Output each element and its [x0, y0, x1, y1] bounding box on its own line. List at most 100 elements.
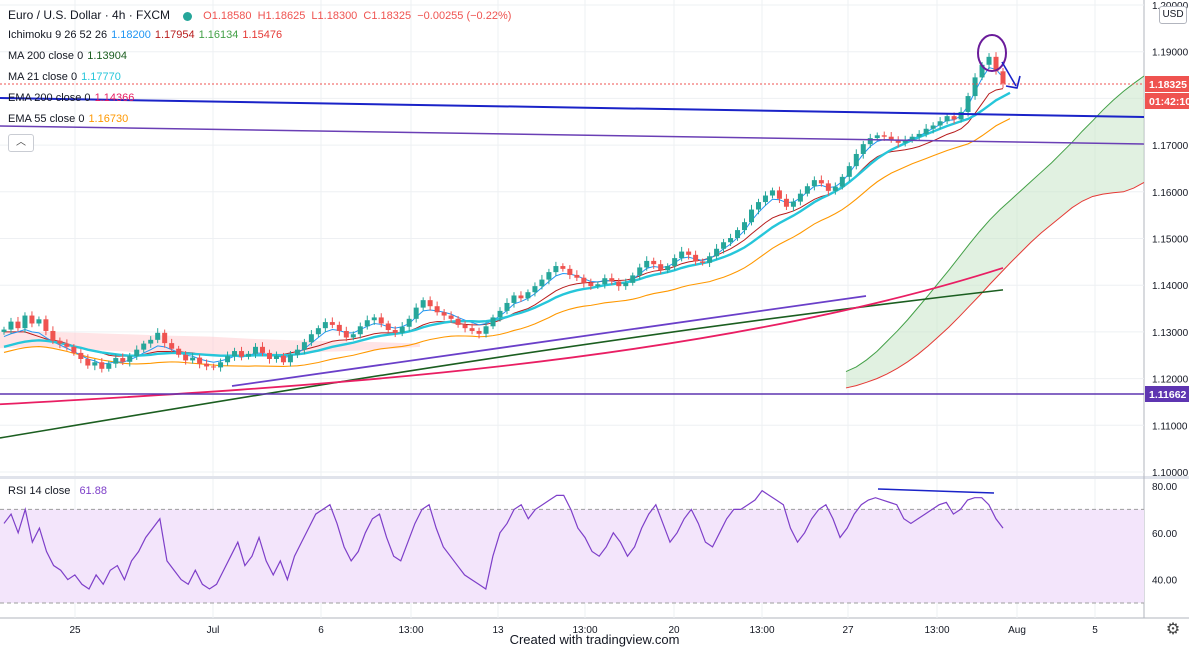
- candle: [148, 336, 154, 348]
- indicator-value: 1.18200: [111, 29, 151, 41]
- time-axis: 25 Jul 6 13:00 13 13:00 20 13:00 27 13:00 Aug 5: [69, 625, 1098, 636]
- candle: [574, 270, 580, 281]
- time-tick-label: 13:00: [398, 625, 423, 636]
- candle-body: [532, 286, 538, 293]
- candle-body: [287, 354, 293, 363]
- rsi-band: [0, 509, 1144, 603]
- indicator-row[interactable]: EMA 55 close 0 1.16730: [8, 113, 128, 125]
- candle: [434, 301, 440, 316]
- candle: [958, 107, 964, 123]
- indicator-row[interactable]: MA 200 close 0 1.13904: [8, 50, 127, 62]
- candle: [1000, 68, 1006, 89]
- indicator-row[interactable]: EMA 200 close 0 1.14366: [8, 92, 134, 104]
- candle: [797, 189, 803, 206]
- candle-body: [714, 248, 720, 257]
- candle: [930, 122, 936, 134]
- candle-body: [273, 355, 279, 359]
- candle-body: [225, 356, 231, 363]
- candle: [937, 117, 943, 130]
- candle-body: [420, 300, 426, 308]
- candle-body: [686, 251, 692, 255]
- candle-body: [553, 266, 559, 273]
- candle: [714, 244, 720, 260]
- candle: [749, 204, 755, 226]
- candle: [742, 218, 748, 235]
- candle: [92, 358, 98, 371]
- time-tick-label: 20: [668, 625, 680, 636]
- candle: [211, 363, 217, 371]
- candle: [532, 282, 538, 297]
- candle-body: [888, 136, 894, 140]
- rsi-label: RSI 14 close: [8, 485, 71, 497]
- candle: [8, 317, 14, 334]
- candle: [525, 289, 531, 302]
- indicator-row[interactable]: MA 21 close 0 1.17770: [8, 71, 121, 83]
- collapse-legend-button[interactable]: ︿: [8, 134, 34, 152]
- candle: [280, 352, 286, 366]
- candle-body: [448, 315, 454, 319]
- candle-body: [57, 340, 63, 344]
- candle: [769, 187, 775, 199]
- candle: [846, 162, 852, 182]
- candle: [225, 351, 231, 366]
- cloud-fill: [846, 75, 1144, 388]
- rsi-tick-label: 60.00: [1152, 529, 1177, 540]
- candle-body: [15, 321, 21, 329]
- indicator-row[interactable]: Ichimoku 9 26 52 26 1.18200 1.17954 1.16134…: [8, 29, 282, 41]
- level-badge: 1.11662: [1145, 386, 1189, 402]
- candles: [1, 52, 1006, 373]
- candle-body: [127, 356, 133, 362]
- candle-body: [672, 258, 678, 267]
- candle-body: [71, 346, 77, 353]
- candle-body: [623, 282, 629, 287]
- candle: [811, 176, 817, 191]
- candle: [804, 183, 810, 197]
- candle: [623, 278, 629, 290]
- candle: [679, 246, 685, 262]
- candle: [735, 227, 741, 241]
- candle-body: [8, 321, 14, 330]
- candle: [301, 338, 307, 355]
- candle-body: [246, 353, 252, 357]
- candle-body: [986, 56, 992, 65]
- candle: [616, 278, 622, 291]
- candle: [832, 182, 838, 195]
- candle-body: [29, 315, 35, 324]
- candle-body: [846, 166, 852, 177]
- rising-trendline: [231, 295, 867, 387]
- candle-body: [818, 180, 824, 184]
- candle-body: [511, 295, 517, 303]
- candle-body: [832, 186, 838, 191]
- candle-body: [560, 266, 566, 269]
- candle: [232, 347, 238, 361]
- candle-body: [148, 339, 154, 344]
- candle: [518, 291, 524, 303]
- candle: [378, 313, 384, 328]
- ohlc-values: O1.18580 H1.18625 L1.18300 C1.18325 −0.0…: [203, 10, 512, 22]
- candle-body: [406, 318, 412, 327]
- candle-body: [790, 201, 796, 207]
- candle: [15, 316, 21, 332]
- candle-body: [85, 358, 91, 366]
- candle-body: [294, 349, 300, 355]
- candle-body: [658, 264, 664, 271]
- tenkan-line: [3, 67, 1004, 365]
- currency-button[interactable]: USD: [1159, 6, 1187, 24]
- candle: [972, 73, 978, 100]
- candle-body: [162, 332, 168, 344]
- candle: [315, 325, 321, 338]
- candle: [916, 130, 922, 141]
- candle: [85, 354, 91, 369]
- candle-body: [329, 322, 335, 325]
- time-tick-label: 13:00: [749, 625, 774, 636]
- candle: [246, 351, 252, 360]
- candle-body: [392, 330, 398, 333]
- candle-body: [176, 348, 182, 355]
- candle-body: [413, 307, 419, 319]
- gear-icon[interactable]: ⚙: [1165, 621, 1181, 638]
- indicator-label: MA 200 close 0: [8, 50, 84, 62]
- candle-body: [651, 260, 657, 265]
- candle-body: [266, 352, 272, 359]
- candle-body: [909, 136, 915, 140]
